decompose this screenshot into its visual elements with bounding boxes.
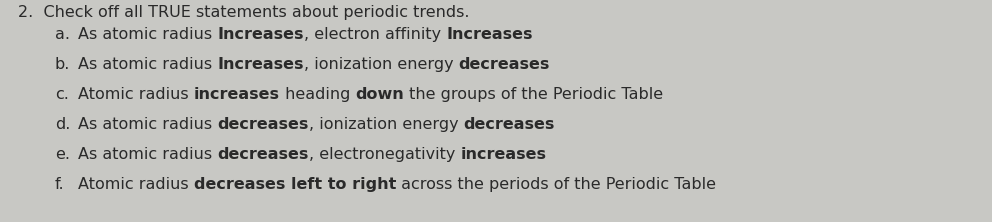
- Text: a.: a.: [55, 27, 70, 42]
- Text: As atomic radius: As atomic radius: [78, 27, 217, 42]
- Text: decreases: decreases: [463, 117, 555, 132]
- Text: b.: b.: [55, 57, 70, 72]
- Text: down: down: [355, 87, 404, 102]
- Text: As atomic radius: As atomic radius: [78, 147, 217, 162]
- Text: Increases: Increases: [446, 27, 533, 42]
- Text: 2.  Check off all TRUE statements about periodic trends.: 2. Check off all TRUE statements about p…: [18, 5, 469, 20]
- Text: Atomic radius: Atomic radius: [78, 87, 193, 102]
- Text: As atomic radius: As atomic radius: [78, 117, 217, 132]
- Text: decreases: decreases: [458, 57, 550, 72]
- Text: increases: increases: [460, 147, 547, 162]
- Text: , electronegativity: , electronegativity: [309, 147, 460, 162]
- Text: , ionization energy: , ionization energy: [304, 57, 458, 72]
- Text: the groups of the Periodic Table: the groups of the Periodic Table: [404, 87, 663, 102]
- Text: heading: heading: [280, 87, 355, 102]
- Text: , electron affinity: , electron affinity: [304, 27, 446, 42]
- Text: e.: e.: [55, 147, 70, 162]
- Text: decreases: decreases: [217, 147, 309, 162]
- Text: d.: d.: [55, 117, 70, 132]
- Text: c.: c.: [55, 87, 68, 102]
- Text: Increases: Increases: [217, 27, 304, 42]
- Text: across the periods of the Periodic Table: across the periods of the Periodic Table: [396, 177, 716, 192]
- Text: Atomic radius: Atomic radius: [78, 177, 193, 192]
- Text: decreases left to right: decreases left to right: [193, 177, 396, 192]
- Text: increases: increases: [193, 87, 280, 102]
- Text: As atomic radius: As atomic radius: [78, 57, 217, 72]
- Text: Increases: Increases: [217, 57, 304, 72]
- Text: , ionization energy: , ionization energy: [309, 117, 463, 132]
- Text: f.: f.: [55, 177, 64, 192]
- Text: decreases: decreases: [217, 117, 309, 132]
